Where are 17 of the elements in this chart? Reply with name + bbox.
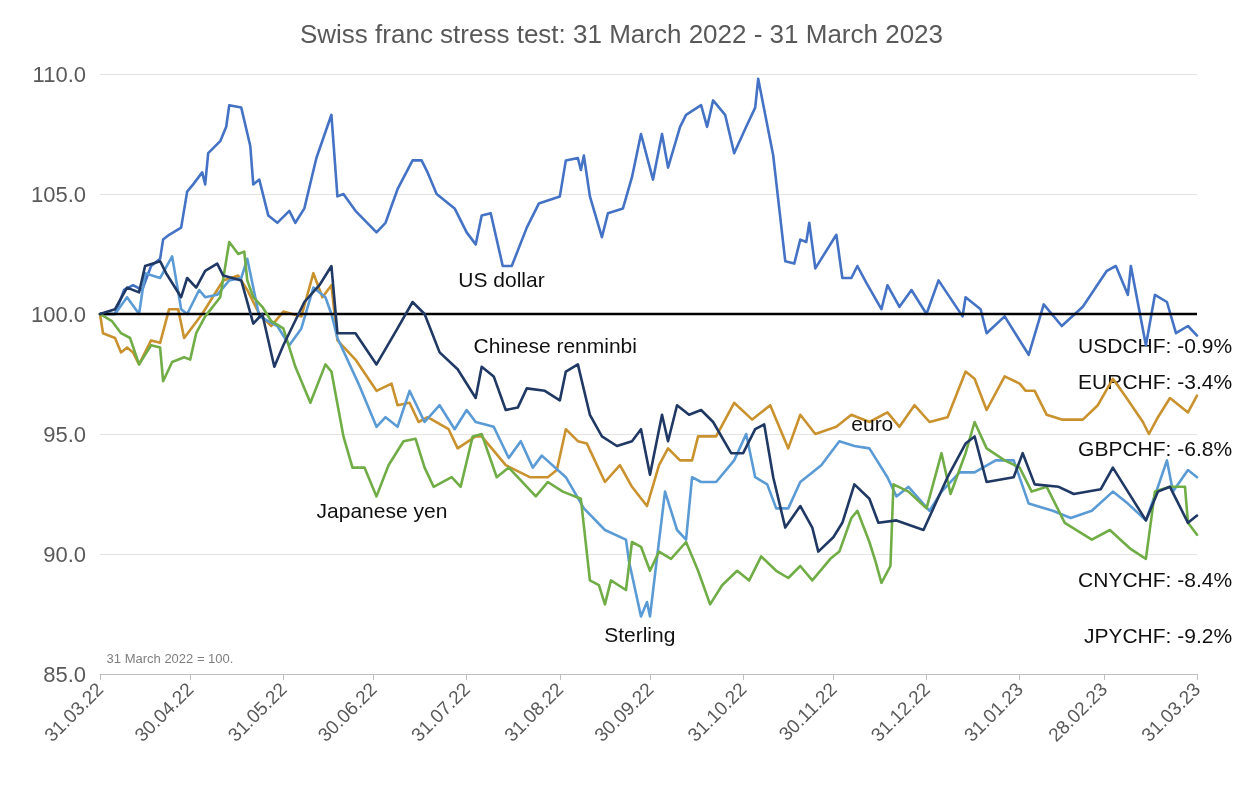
y-tick-label: 90.0 <box>43 541 86 567</box>
y-tick-label: 110.0 <box>32 61 86 87</box>
y-tick-label: 95.0 <box>43 421 86 447</box>
annotation: CNYCHF: -8.4% <box>1078 568 1233 592</box>
series-label: Chinese renminbi <box>473 333 637 357</box>
series-label: euro <box>851 412 894 436</box>
series-label: US dollar <box>458 267 545 291</box>
series-label: Sterling <box>604 622 676 646</box>
y-tick-label: 100.0 <box>30 301 86 327</box>
y-tick-label: 85.0 <box>43 661 86 687</box>
y-tick-label: 105.0 <box>30 181 86 207</box>
chart-title: Swiss franc stress test: 31 March 2022 - 31 March 2023 <box>299 19 944 49</box>
series-label: Japanese yen <box>316 499 448 523</box>
annotation: 31 March 2022 = 100. <box>106 651 234 666</box>
annotation: JPYCHF: -9.2% <box>1083 624 1233 648</box>
annotation: USDCHF: -0.9% <box>1078 333 1233 357</box>
annotation: GBPCHF: -6.8% <box>1078 436 1233 460</box>
